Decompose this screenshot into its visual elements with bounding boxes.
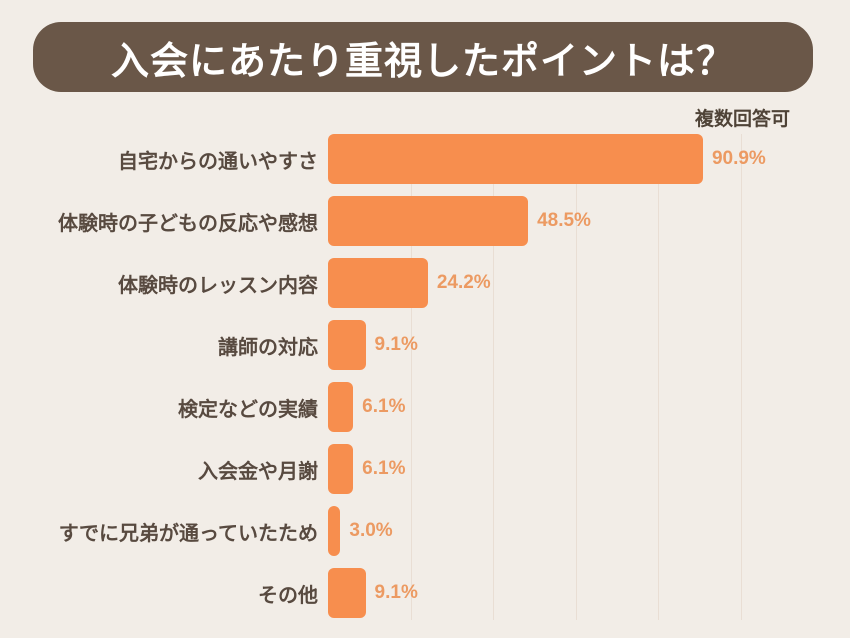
chart-row: 検定などの実績 6.1% bbox=[0, 376, 850, 438]
value-label: 6.1% bbox=[362, 458, 406, 479]
value-label: 90.9% bbox=[711, 148, 766, 169]
bar-area: 90.9% bbox=[328, 134, 850, 184]
value-label: 48.5% bbox=[537, 210, 591, 231]
bar bbox=[328, 134, 703, 184]
value-label: 6.1% bbox=[362, 396, 406, 417]
bar-area: 6.1% bbox=[328, 444, 850, 494]
gridlines bbox=[0, 134, 850, 620]
gridline bbox=[410, 134, 412, 620]
chart-title-banner: 入会にあたり重視したポイントは？ bbox=[33, 22, 813, 92]
category-label: 体験時の子どもの反応や感想 bbox=[58, 212, 318, 235]
gridline bbox=[493, 134, 494, 620]
bar bbox=[328, 444, 354, 494]
value-label: 24.2% bbox=[436, 272, 491, 293]
bar bbox=[328, 506, 341, 556]
bar-area: 3.0% bbox=[328, 506, 850, 556]
bar bbox=[328, 568, 366, 618]
bar-area: 9.1% bbox=[328, 320, 850, 370]
bar bbox=[328, 382, 354, 432]
bar-area: 9.1% bbox=[328, 568, 850, 618]
value-label: 9.1% bbox=[374, 582, 418, 603]
chart-row: 体験時の子どもの反応や感想 48.5% bbox=[0, 190, 850, 252]
category-label: 体験時のレッスン内容 bbox=[118, 274, 318, 297]
bar-area: 6.1% bbox=[328, 382, 850, 432]
category-label: 検定などの実績 bbox=[178, 398, 318, 421]
chart-row: 体験時のレッスン内容 24.2% bbox=[0, 252, 850, 314]
page-title: 入会にあたり重視したポイントは？ bbox=[110, 40, 735, 83]
chart-row: その他 9.1% bbox=[0, 562, 850, 624]
multiple-answers-note: 複数回答可 bbox=[694, 109, 790, 130]
bar bbox=[328, 320, 366, 370]
bar-area: 24.2% bbox=[328, 258, 850, 308]
category-label: 自宅からの通いやすさ bbox=[118, 150, 318, 173]
chart-row: 自宅からの通いやすさ 90.9% bbox=[0, 128, 850, 190]
category-label: 入会金や月謝 bbox=[198, 460, 318, 483]
bar bbox=[328, 196, 529, 246]
bar-area: 48.5% bbox=[328, 196, 850, 246]
category-label: その他 bbox=[258, 584, 318, 607]
chart-row: 入会金や月謝 6.1% bbox=[0, 438, 850, 500]
chart-row: 講師の対応 9.1% bbox=[0, 314, 850, 376]
bar bbox=[328, 258, 428, 308]
chart-row: すでに兄弟が通っていたため 3.0% bbox=[0, 500, 850, 562]
category-label: 講師の対応 bbox=[218, 336, 318, 359]
horizontal-bar-chart: 自宅からの通いやすさ 90.9% 体験時の子どもの反応や感想 48.5% 体験時のレッス… bbox=[0, 128, 850, 628]
value-label: 9.1% bbox=[374, 334, 418, 355]
gridline bbox=[575, 134, 577, 620]
category-label: すでに兄弟が通っていたため bbox=[58, 522, 318, 545]
gridline bbox=[740, 134, 742, 620]
gridline bbox=[658, 134, 659, 620]
chart-rows: 自宅からの通いやすさ 90.9% 体験時の子どもの反応や感想 48.5% 体験時のレッス… bbox=[0, 128, 850, 624]
value-label: 3.0% bbox=[349, 520, 393, 541]
